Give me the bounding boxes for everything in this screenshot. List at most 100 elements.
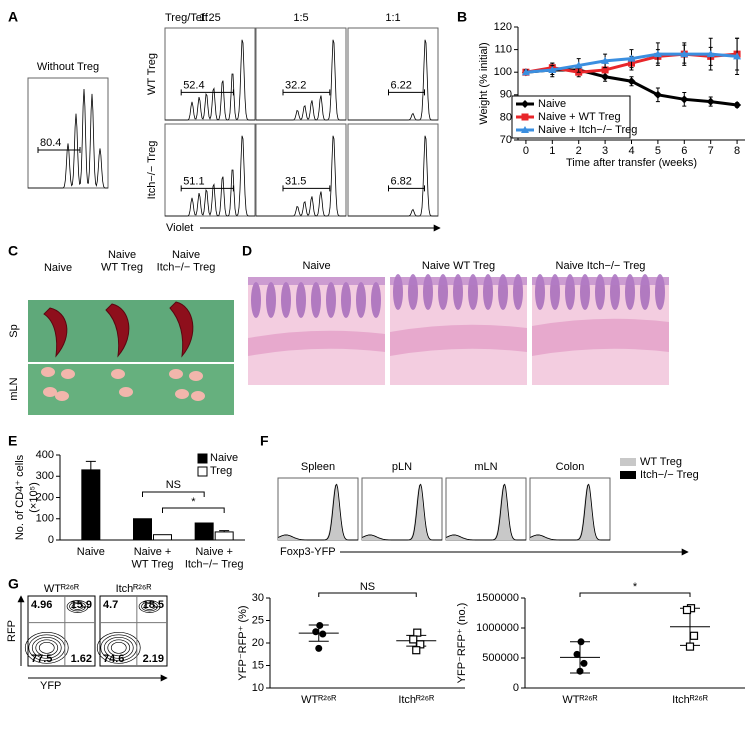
contour — [35, 639, 59, 657]
x-tick-label: 0 — [523, 145, 529, 157]
ratio-label: 1:1 — [385, 12, 400, 24]
contour — [103, 636, 134, 659]
bracket — [318, 592, 417, 597]
y-tick-label: 500000 — [482, 652, 519, 664]
column-label: Naive WT Treg — [422, 260, 495, 272]
y-tick-label: 110 — [494, 44, 512, 56]
text-line: WT Treg — [132, 559, 174, 571]
column-label: Spleen — [301, 461, 335, 473]
contour — [143, 603, 156, 610]
quadrant-value: 18.5 — [143, 599, 164, 611]
histogram — [348, 39, 438, 121]
axis-label: Violet — [166, 222, 193, 234]
annotation: NS — [166, 479, 181, 491]
data-point — [682, 605, 692, 615]
y-tick-label: 100 — [494, 66, 512, 78]
header: Treg/Teff — [165, 12, 209, 24]
histogram — [165, 135, 255, 217]
bracket — [162, 507, 225, 513]
annotation: NS — [360, 581, 375, 593]
x-tick-label: 1 — [549, 145, 555, 157]
crypt — [326, 282, 336, 318]
y-tick-label: 400 — [36, 449, 54, 461]
text-line: Itch−/− Treg — [185, 559, 244, 571]
plot-frame — [99, 595, 168, 667]
row-label: Sp — [8, 324, 20, 337]
gate-value: 51.1 — [183, 175, 204, 187]
x-tick-label: 6 — [681, 145, 687, 157]
y-axis-label: YFP⁻RFP⁺ (%) — [237, 605, 249, 680]
gate-value: 31.5 — [285, 175, 306, 187]
lymph-node — [41, 367, 55, 377]
data-point — [680, 50, 689, 58]
panel-label: F — [260, 433, 269, 449]
data-point — [573, 650, 581, 658]
legend-marker — [521, 126, 529, 133]
histogram — [256, 39, 346, 121]
panel-label: E — [8, 433, 17, 449]
mucosa-edge — [532, 277, 669, 285]
x-tick-label: Itchᴿ²⁶ᴿ — [398, 694, 434, 706]
data-point — [706, 50, 715, 58]
plot-frame — [27, 595, 96, 667]
data-point — [653, 50, 662, 58]
x-tick-label: Naive + WT Treg — [132, 546, 174, 571]
x-tick-label: 7 — [708, 145, 714, 157]
y-tick-label: 15 — [252, 659, 264, 671]
lymph-node — [43, 387, 57, 397]
column-label: Naive Itch−/− Treg — [556, 260, 646, 272]
data-point — [315, 644, 323, 652]
muscle-layer — [532, 318, 669, 356]
y-tick-label: 300 — [36, 470, 54, 482]
column-label: Naive — [302, 260, 330, 272]
ratio-label: 1:5 — [293, 12, 308, 24]
gate-value: 6.22 — [391, 79, 412, 91]
ratio-label: 1:25 — [199, 12, 220, 24]
quadrant-value: 1.62 — [71, 653, 92, 665]
text-line: Naive — [108, 249, 136, 261]
text-line: Naive — [172, 249, 200, 261]
bar — [133, 518, 152, 541]
data-point — [319, 630, 327, 638]
panel-label: A — [8, 9, 18, 25]
y-tick-label: 90 — [500, 89, 512, 101]
bar — [194, 522, 214, 541]
column-label: pLN — [392, 461, 412, 473]
data-point — [627, 54, 636, 62]
lymph-node — [175, 389, 189, 399]
y-axis-label: No. of CD4⁺ cells — [14, 454, 26, 540]
data-point — [577, 638, 585, 646]
column-label: Colon — [556, 461, 585, 473]
lymph-node — [191, 391, 205, 401]
y-tick-label: 10 — [252, 682, 264, 694]
legend-label: Itch−/− Treg — [640, 469, 699, 481]
data-point — [685, 642, 695, 651]
data-point — [413, 628, 422, 637]
legend-label: Treg — [210, 465, 232, 477]
x-axis-label: Time after transfer (weeks) — [566, 157, 697, 169]
data-point — [680, 95, 689, 104]
data-point — [574, 61, 583, 69]
x-tick-label: Naive — [77, 546, 105, 558]
bracket — [142, 491, 205, 497]
x-tick-label: 5 — [655, 145, 661, 157]
spleen — [105, 303, 130, 358]
column-label: Naive — [44, 262, 72, 274]
mucosa-edge — [390, 277, 527, 285]
x-tick-label: WTᴿ²⁶ᴿ — [562, 694, 597, 706]
spleen — [43, 307, 68, 358]
panel-label: C — [8, 243, 18, 259]
legend-swatch — [197, 466, 208, 477]
histogram — [362, 484, 442, 540]
y-tick-label: 200 — [36, 491, 54, 503]
crypt — [356, 282, 366, 318]
histogram — [165, 39, 255, 121]
plot-title: Itchᴿ²⁶ᴿ — [116, 583, 152, 595]
data-point — [409, 635, 418, 644]
data-point — [548, 65, 557, 73]
y-tick-label: 30 — [252, 592, 264, 604]
crypt — [281, 282, 291, 318]
data-point — [316, 621, 324, 629]
data-point — [689, 631, 699, 640]
